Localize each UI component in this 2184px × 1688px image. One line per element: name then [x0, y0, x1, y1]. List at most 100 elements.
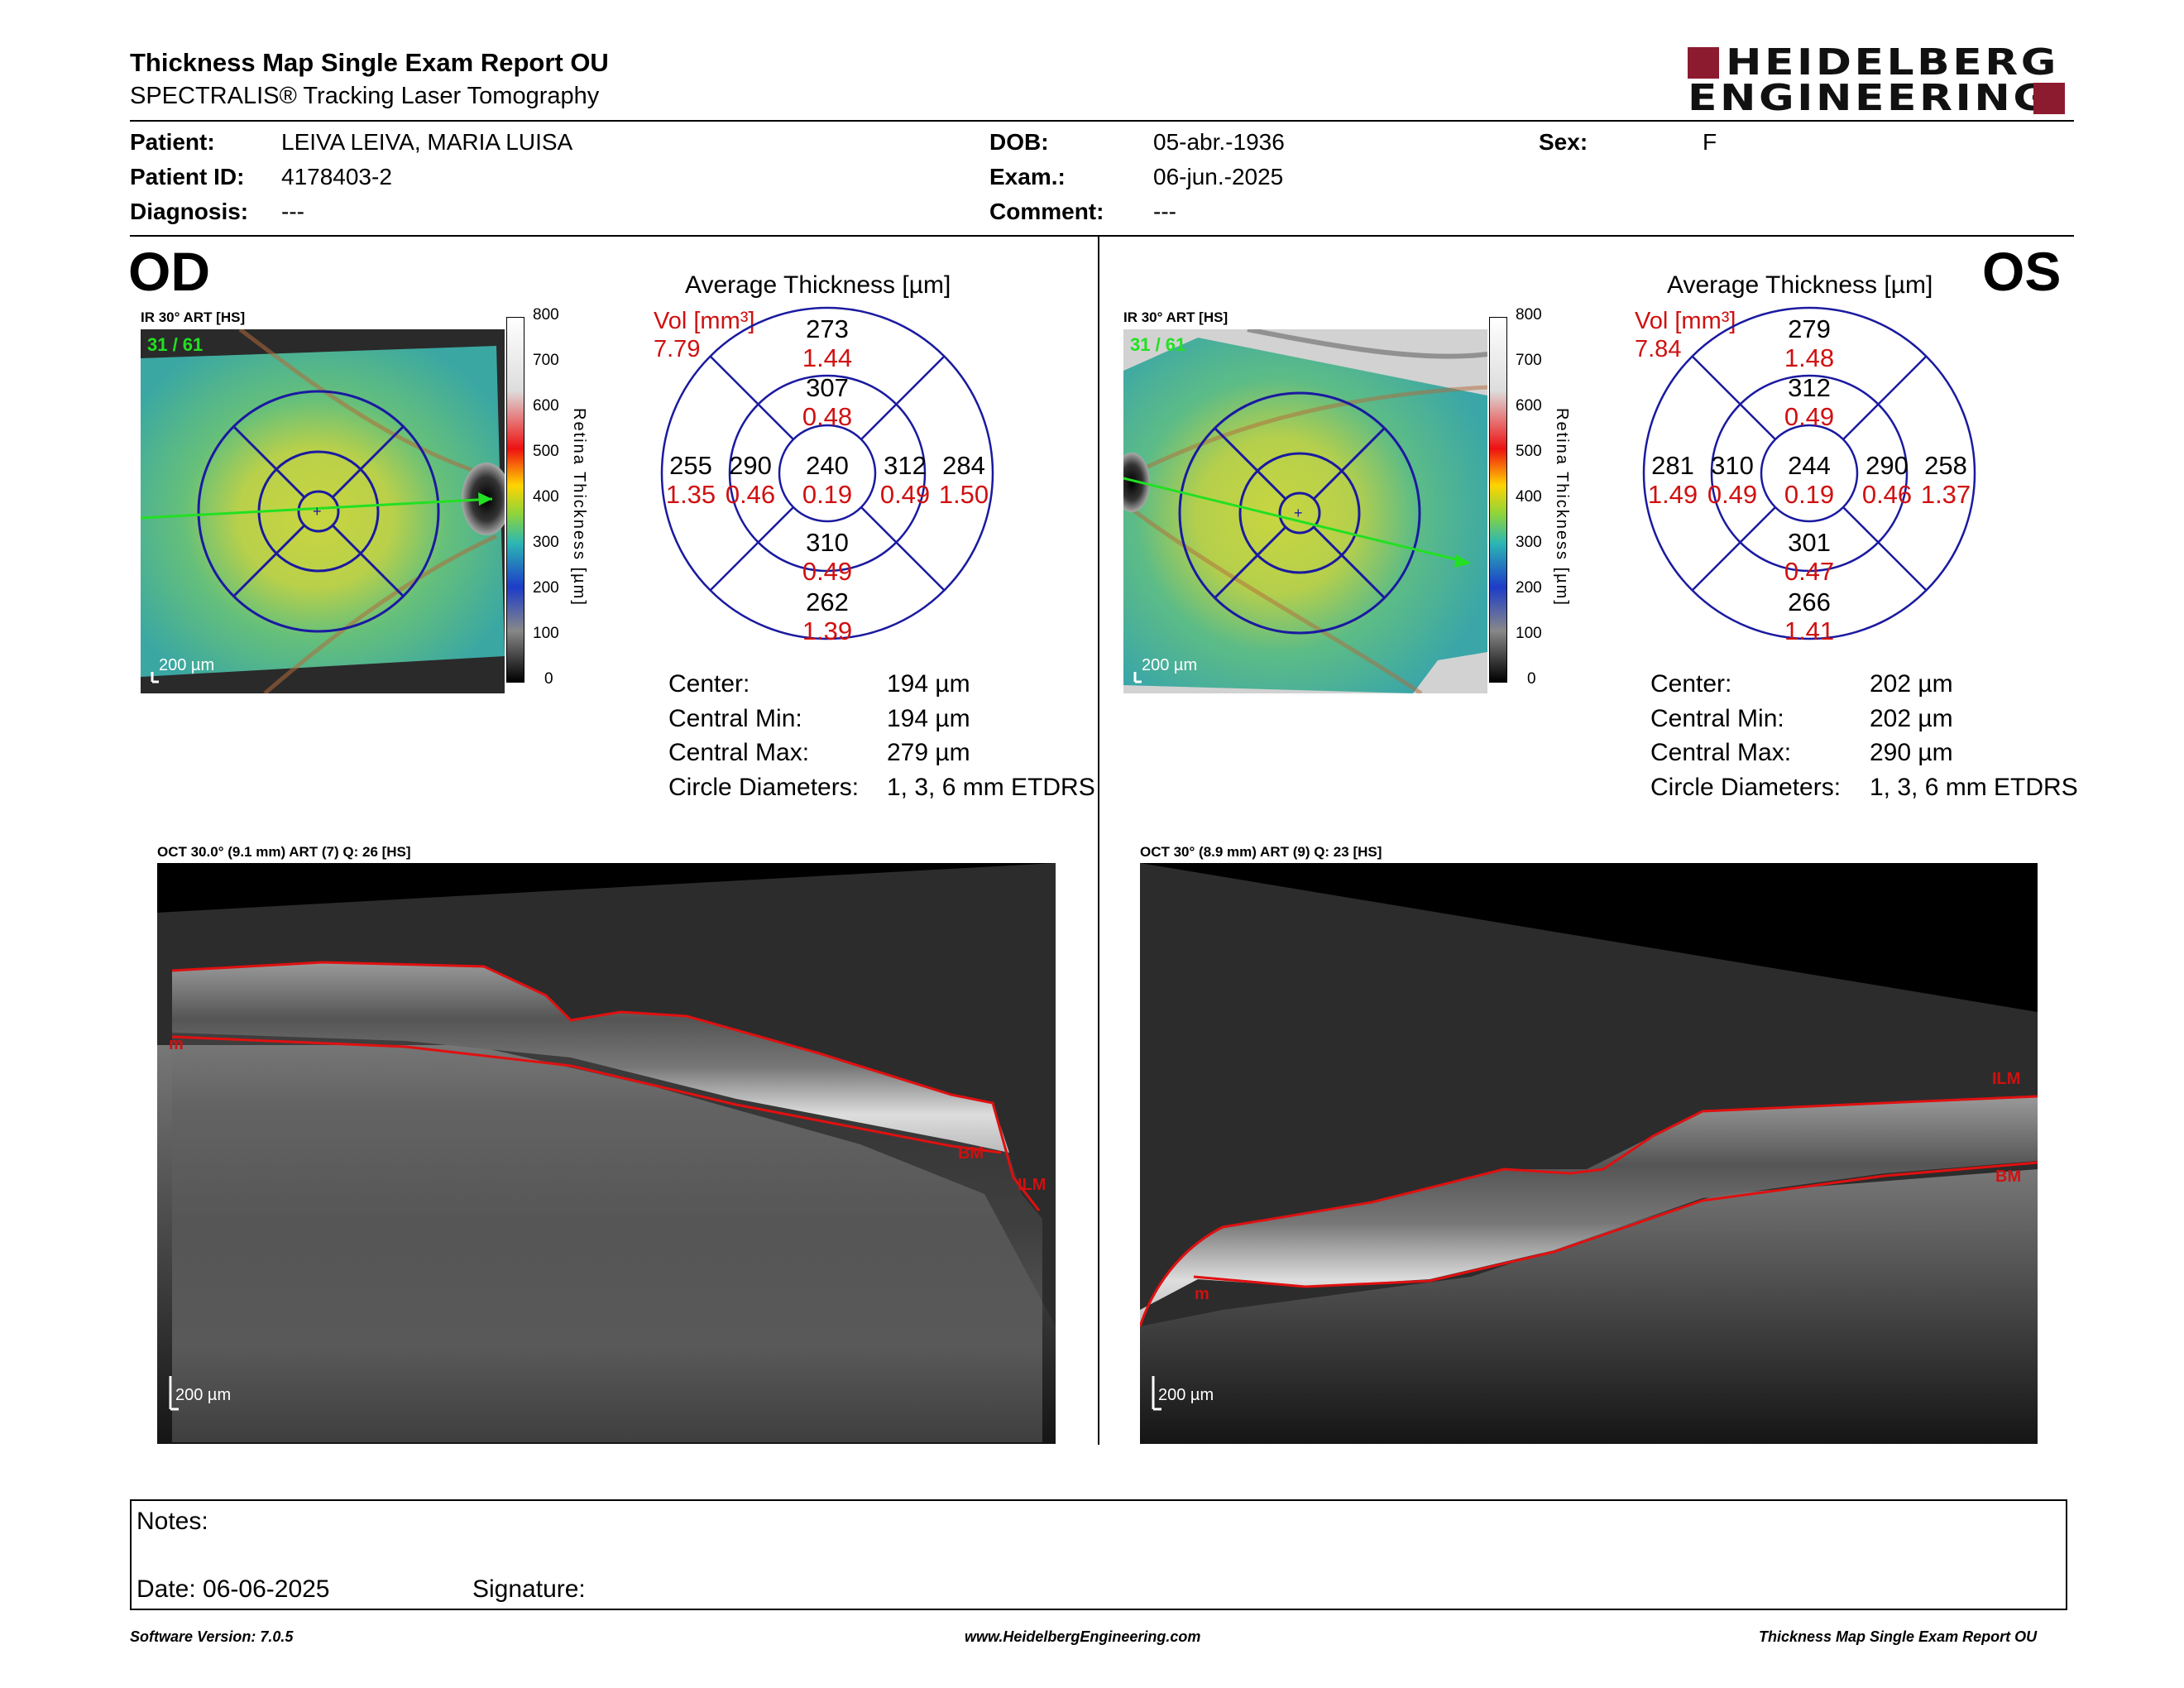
sector-inner-right-vol-os: 0.46 — [1861, 480, 1913, 509]
sector-outer-superior-vol-od: 1.44 — [802, 343, 853, 372]
sector-inner-left-os: 310 — [1711, 451, 1754, 480]
sector-inner-right-os: 290 — [1866, 451, 1909, 480]
logo-square-bottom — [2033, 83, 2065, 114]
central-max-value-os: 290 µm — [1870, 739, 1953, 766]
circle-diameters-label-od: Circle Diameters: — [668, 774, 860, 801]
dob-label: DOB: — [989, 129, 1049, 155]
sector-inner-inferior-od: 310 — [806, 528, 849, 557]
central-max-label-os: Central Max: — [1650, 739, 1792, 766]
eye-label-od: OD — [128, 241, 210, 302]
footer-report-name: Thickness Map Single Exam Report OU — [1759, 1628, 2038, 1645]
tick-label: 100 — [533, 625, 559, 642]
etdrs-grid-os — [1642, 306, 1976, 640]
thickness-ticks-od: 800 700 600 500 400 300 200 100 0 — [533, 306, 559, 695]
sector-inner-right-od: 312 — [884, 451, 927, 480]
circle-diameters-value-os: 1, 3, 6 mm ETDRS — [1870, 774, 2078, 801]
vol-total-os: 7.84 — [1635, 336, 1682, 362]
sector-outer-left-os: 281 — [1651, 451, 1694, 480]
central-max-label-od: Central Max: — [668, 739, 810, 766]
notes-label: Notes: — [136, 1508, 208, 1535]
eye-divider — [1098, 237, 1099, 1445]
svg-text:+: + — [313, 503, 322, 520]
fundus-scale-os: 200 µm — [1142, 656, 1198, 674]
sex-label: Sex: — [1539, 129, 1588, 155]
notes-box[interactable]: Notes: Date: 06-06-2025 Signature: — [130, 1499, 2067, 1610]
tick-label: 200 — [533, 579, 559, 597]
tick-label: 700 — [1516, 352, 1542, 369]
sector-outer-superior-vol-os: 1.48 — [1784, 343, 1835, 372]
avg-thickness-title-os: Average Thickness [µm] — [1667, 271, 1933, 299]
ilm-label-os: ILM — [1992, 1070, 2021, 1088]
sector-inner-superior-os: 312 — [1788, 373, 1831, 402]
footer-software-version: Software Version: 7.0.5 — [130, 1628, 294, 1645]
patient-label: Patient: — [130, 129, 215, 155]
sector-center-vol-od: 0.19 — [802, 480, 853, 509]
oct-label-os: OCT 30° (8.9 mm) ART (9) Q: 23 [HS] — [1140, 844, 1382, 860]
sex-value: F — [1703, 129, 1717, 155]
sector-inner-left-vol-os: 0.49 — [1707, 480, 1758, 509]
layer-label-left-od: m — [169, 1035, 184, 1053]
svg-text:+: + — [1294, 505, 1303, 521]
exam-label: Exam.: — [989, 164, 1066, 189]
divider — [130, 235, 2074, 237]
circle-diameters-value-od: 1, 3, 6 mm ETDRS — [887, 774, 1095, 801]
sector-outer-left-vol-os: 1.49 — [1647, 480, 1698, 509]
fundus-image-od: + 31 / 61 200 µm — [141, 329, 505, 693]
tick-label: 500 — [1516, 443, 1542, 460]
center-label-od: Center: — [668, 670, 750, 698]
brand-logo: HEIDELBERG — [1688, 45, 2056, 81]
fundus-label-od: IR 30° ART [HS] — [141, 309, 246, 325]
eye-label-os: OS — [1982, 241, 2062, 302]
oct-bscan-od: 200 µm m BM ILM — [157, 863, 1056, 1444]
divider — [130, 120, 2074, 122]
sector-outer-left-od: 255 — [669, 451, 712, 480]
central-min-label-od: Central Min: — [668, 705, 802, 732]
tick-label: 200 — [1516, 579, 1542, 597]
tick-label: 400 — [1516, 488, 1542, 506]
sector-inner-left-od: 290 — [729, 451, 772, 480]
logo-text-line1: HEIDELBERG — [1726, 41, 2059, 84]
sector-outer-right-os: 258 — [1924, 451, 1967, 480]
exam-value: 06-jun.-2025 — [1153, 164, 1284, 189]
tick-label: 600 — [533, 397, 559, 415]
sector-inner-inferior-vol-od: 0.49 — [802, 557, 853, 586]
fundus-scale-od: 200 µm — [159, 656, 215, 674]
frame-count-os: 31 / 61 — [1130, 334, 1186, 355]
tick-label: 100 — [1516, 625, 1542, 642]
diagnosis-value: --- — [281, 199, 304, 224]
center-value-od: 194 µm — [887, 670, 970, 698]
bm-label-od: BM — [958, 1144, 984, 1163]
thickness-scale-title-os: Retina Thickness [µm] — [1553, 408, 1571, 607]
tick-label: 600 — [1516, 397, 1542, 415]
central-max-value-od: 279 µm — [887, 739, 970, 766]
comment-value: --- — [1153, 199, 1176, 224]
report-title: Thickness Map Single Exam Report OU — [130, 48, 609, 77]
sector-outer-inferior-od: 262 — [806, 587, 849, 616]
patient-id-label: Patient ID: — [130, 164, 245, 189]
sector-outer-left-vol-od: 1.35 — [665, 480, 716, 509]
footer-website[interactable]: www.HeidelbergEngineering.com — [965, 1628, 1201, 1645]
avg-thickness-title-od: Average Thickness [µm] — [685, 271, 951, 299]
oct-scale-os: 200 µm — [1158, 1386, 1214, 1404]
tick-label: 500 — [533, 443, 559, 460]
signature-label: Signature: — [472, 1575, 586, 1603]
sector-center-od: 240 — [806, 451, 849, 480]
tick-label: 800 — [1516, 306, 1542, 324]
sector-outer-inferior-vol-os: 1.41 — [1784, 616, 1835, 645]
diagnosis-label: Diagnosis: — [130, 199, 249, 224]
sector-outer-inferior-vol-od: 1.39 — [802, 616, 853, 645]
sector-inner-inferior-vol-os: 0.47 — [1784, 557, 1835, 586]
comment-label: Comment: — [989, 199, 1104, 224]
vol-label-os: Vol [mm³] — [1635, 308, 1736, 334]
tick-label: 800 — [533, 306, 559, 324]
dob-value: 05-abr.-1936 — [1153, 129, 1285, 155]
tick-label: 300 — [533, 534, 559, 551]
sector-inner-superior-vol-od: 0.48 — [802, 402, 853, 431]
patient-id: 4178403-2 — [281, 164, 392, 189]
tick-label: 700 — [533, 352, 559, 369]
sector-center-os: 244 — [1788, 451, 1831, 480]
bm-label-os: BM — [1995, 1168, 2022, 1186]
sector-inner-right-vol-od: 0.49 — [879, 480, 931, 509]
layer-label-left-os: m — [1195, 1285, 1209, 1303]
thickness-ticks-os: 800 700 600 500 400 300 200 100 0 — [1516, 306, 1542, 695]
